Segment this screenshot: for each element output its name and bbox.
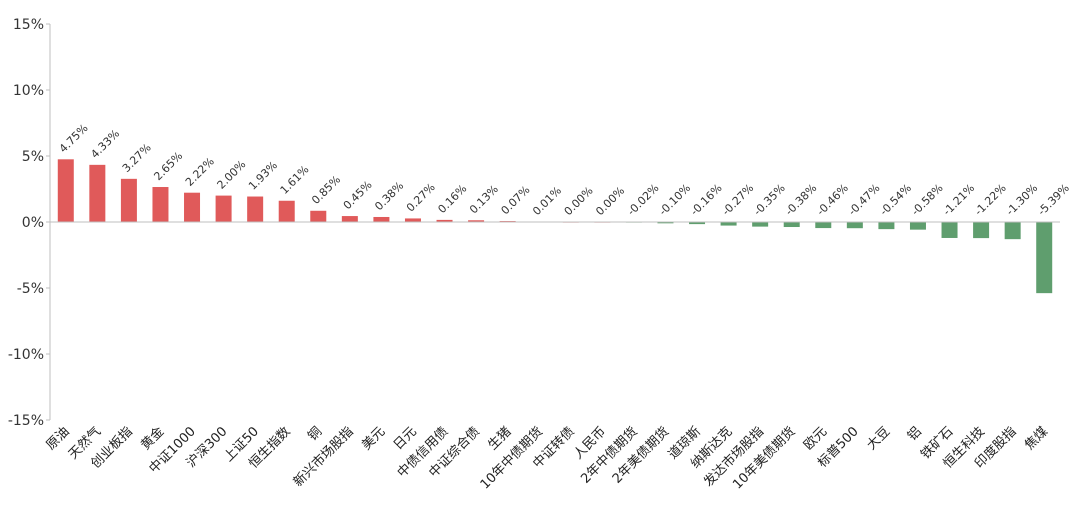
category-label: 美元 [359, 424, 388, 453]
bars [57, 159, 1053, 294]
data-label: 2.65% [151, 149, 185, 183]
y-tick-label: -5% [17, 281, 44, 297]
bar [846, 222, 863, 229]
y-axis-ticks: 15% 10% 5% 0% -5% -10% -15% [8, 17, 50, 429]
data-label: -0.58% [909, 181, 946, 218]
data-labels: 4.75%4.33%3.27%2.65%2.22%2.00%1.93%1.61%… [57, 122, 1072, 219]
data-label: 0.45% [341, 178, 375, 212]
bar [909, 222, 926, 230]
bar [120, 178, 137, 222]
data-label: 0.27% [404, 181, 438, 215]
data-label: -1.21% [940, 181, 977, 218]
data-label: -0.38% [783, 181, 820, 218]
data-label: 1.61% [278, 163, 312, 197]
y-tick-label: -15% [8, 413, 44, 429]
data-label: -5.39% [1035, 181, 1072, 218]
category-labels: 原油天然气创业板指 黄金中证1000沪深300上证50恒生指数 铜新兴市场股指 美元日… [44, 424, 1051, 493]
y-tick-label: -10% [8, 347, 44, 363]
bar [752, 222, 769, 227]
data-label: 2.00% [215, 158, 249, 192]
bar [215, 195, 232, 222]
data-label: -0.10% [656, 181, 693, 218]
bar [973, 222, 990, 239]
bar [657, 222, 674, 224]
bar [468, 220, 485, 222]
bar [57, 159, 74, 222]
data-label: -1.30% [1004, 181, 1041, 218]
data-label: -0.02% [625, 181, 662, 218]
data-label: 3.27% [120, 141, 154, 175]
bar [436, 219, 453, 222]
bar [341, 216, 358, 222]
data-label: 0.00% [593, 184, 627, 218]
data-label: -0.54% [877, 181, 914, 218]
bar [689, 222, 706, 225]
bar [184, 192, 201, 222]
bar [783, 222, 800, 228]
bar [1036, 222, 1053, 294]
data-label: 0.13% [467, 182, 501, 216]
data-label: 0.85% [309, 173, 343, 207]
bar [404, 218, 421, 222]
data-label: 0.00% [562, 184, 596, 218]
data-label: 0.07% [499, 183, 533, 217]
bar [247, 196, 264, 222]
data-label: -0.27% [720, 181, 757, 218]
bar [878, 222, 895, 230]
data-label: 1.93% [246, 159, 280, 193]
bar [373, 216, 390, 222]
data-label: -0.46% [814, 181, 851, 218]
bar [152, 187, 169, 222]
category-label: 大豆 [864, 424, 893, 453]
bar [720, 222, 737, 226]
bar [89, 164, 106, 222]
y-tick-label: 0% [22, 215, 44, 231]
data-label: 0.01% [530, 184, 564, 218]
bar [941, 222, 958, 238]
data-label: 0.38% [372, 179, 406, 213]
data-label: 2.22% [183, 155, 217, 189]
category-label: 铝 [905, 424, 925, 444]
y-tick-label: 15% [13, 17, 44, 33]
data-label: -0.35% [751, 181, 788, 218]
bar [1004, 222, 1021, 240]
bar [815, 222, 832, 229]
category-label: 铜 [305, 424, 325, 444]
data-label: 4.75% [57, 122, 91, 156]
bar [310, 210, 327, 222]
y-tick-label: 5% [22, 149, 44, 165]
data-label: -1.22% [972, 181, 1009, 218]
data-label: 4.33% [88, 127, 122, 161]
category-label: 焦煤 [1022, 424, 1051, 453]
y-tick-label: 10% [13, 83, 44, 99]
data-label: 0.16% [435, 182, 469, 216]
data-label: -0.16% [688, 181, 725, 218]
data-label: -0.47% [846, 181, 883, 218]
bar [278, 200, 295, 222]
